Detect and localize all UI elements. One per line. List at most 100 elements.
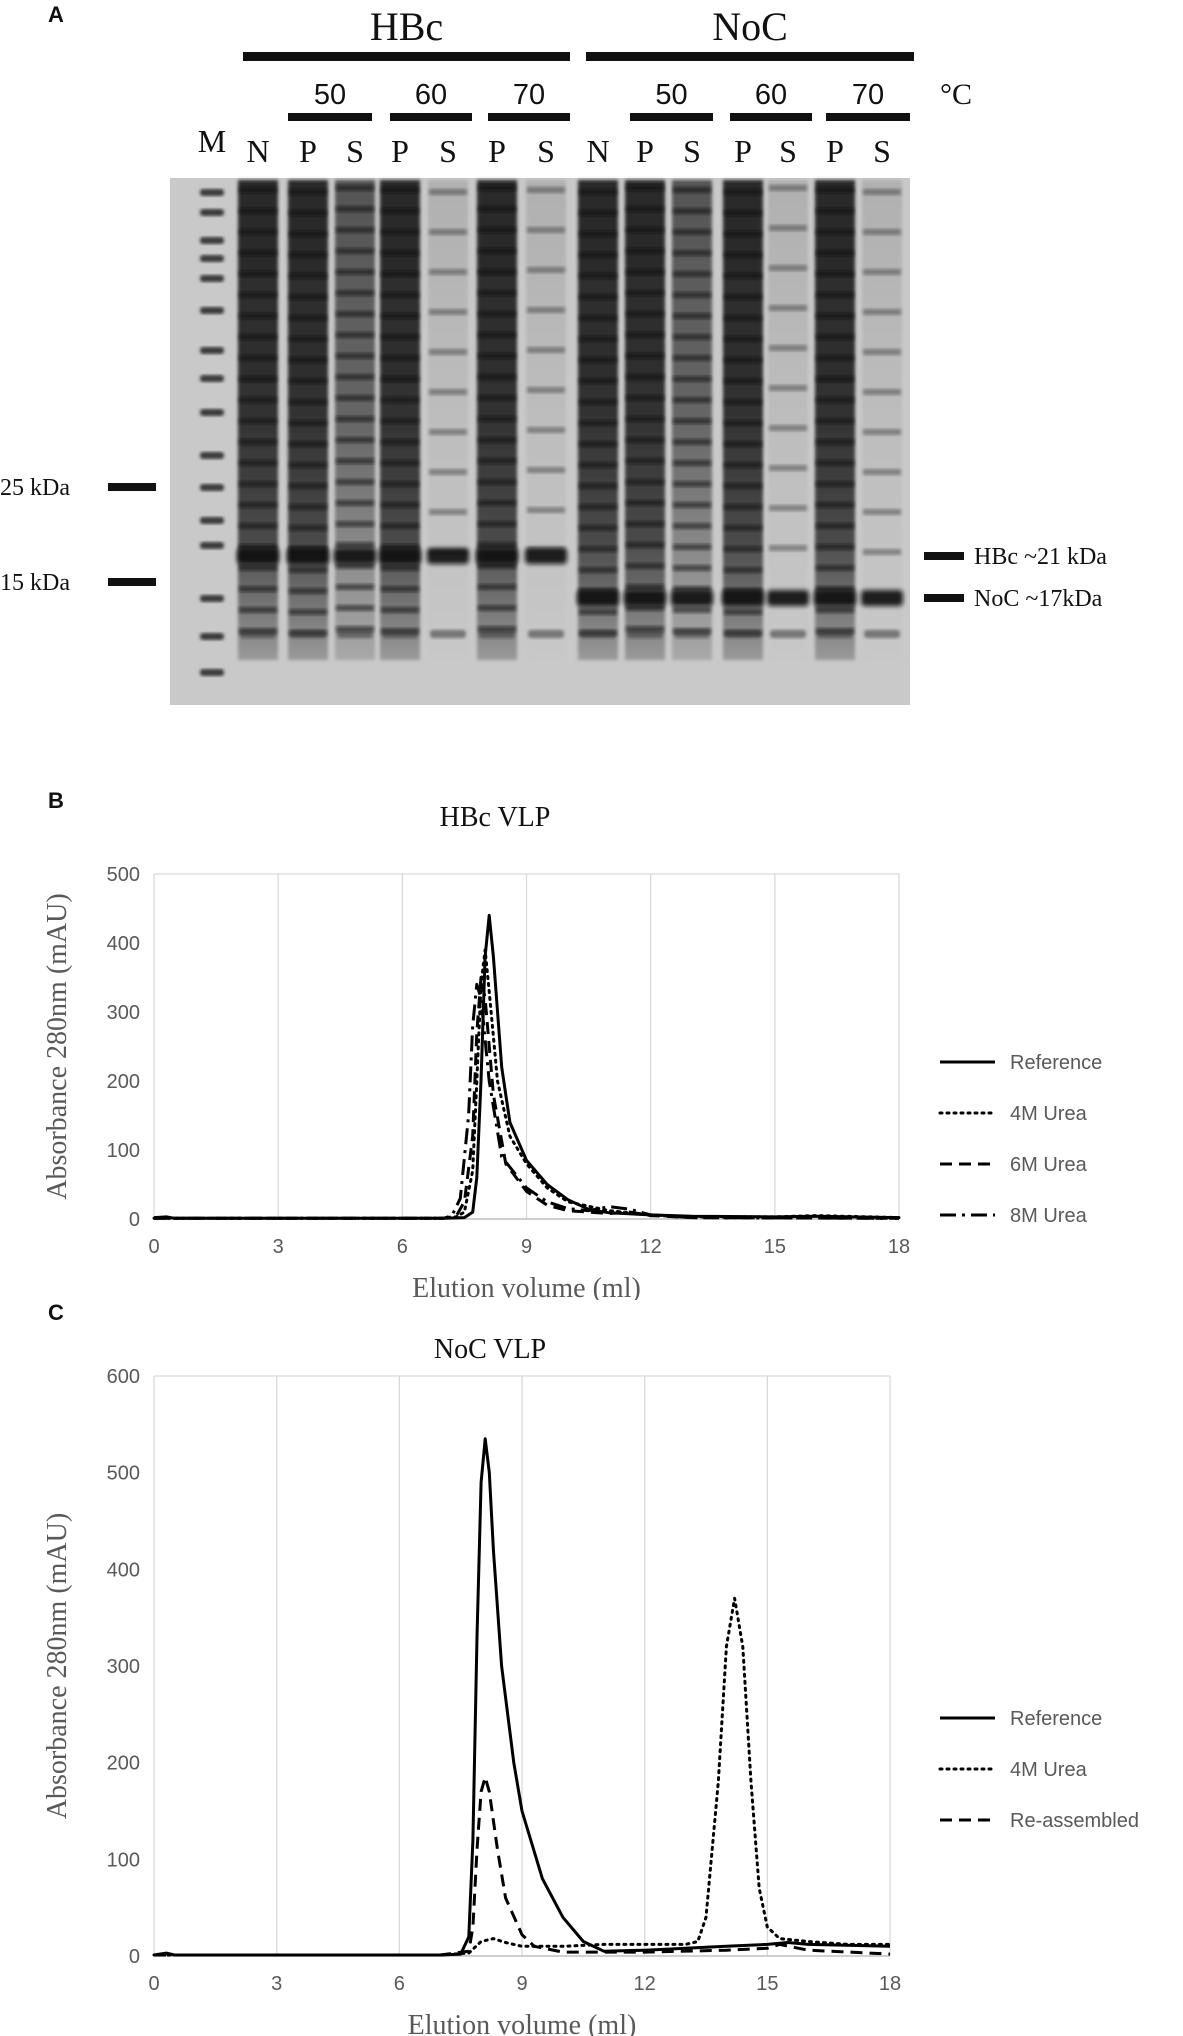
marker-band xyxy=(200,633,224,640)
protein-band xyxy=(816,418,854,424)
hbc-band xyxy=(334,548,376,564)
protein-band xyxy=(724,441,762,447)
marker-band xyxy=(200,275,224,282)
noc-band xyxy=(624,590,666,606)
noc-band xyxy=(671,590,713,606)
protein-band xyxy=(626,353,664,359)
protein-band xyxy=(336,584,374,590)
protein-band xyxy=(626,584,664,590)
protein-band xyxy=(478,605,516,611)
protein-band xyxy=(289,273,327,279)
marker-band xyxy=(200,484,224,491)
protein-band xyxy=(478,437,516,443)
legend-label: 6M Urea xyxy=(1010,1154,1088,1176)
protein-band xyxy=(478,332,516,338)
protein-band xyxy=(289,420,327,426)
protein-band xyxy=(381,439,419,445)
protein-band xyxy=(673,565,711,571)
protein-band xyxy=(381,187,419,193)
low-band xyxy=(479,630,515,638)
chart-title: NoC VLP xyxy=(434,1334,546,1365)
low-band xyxy=(430,630,466,638)
protein-band xyxy=(579,252,617,258)
marker-band xyxy=(200,375,224,382)
protein-band xyxy=(626,458,664,464)
protein-band xyxy=(769,305,807,311)
protein-band xyxy=(289,294,327,300)
protein-band xyxy=(239,313,277,319)
protein-band xyxy=(579,315,617,321)
protein-band xyxy=(724,210,762,216)
protein-band xyxy=(626,395,664,401)
protein-band xyxy=(863,469,901,475)
protein-band xyxy=(289,567,327,573)
protein-band xyxy=(429,469,467,475)
temperature-bar xyxy=(390,113,472,121)
marker-band xyxy=(200,542,224,549)
protein-band xyxy=(579,420,617,426)
y-tick-label: 400 xyxy=(107,933,140,955)
protein-band xyxy=(381,502,419,508)
protein-band xyxy=(336,290,374,296)
protein-band xyxy=(336,248,374,254)
temperature-bar xyxy=(630,113,713,121)
protein-band xyxy=(724,462,762,468)
protein-band xyxy=(381,208,419,214)
protein-band xyxy=(527,467,565,473)
protein-band xyxy=(626,605,664,611)
protein-band xyxy=(626,500,664,506)
protein-band xyxy=(289,483,327,489)
protein-band xyxy=(769,545,807,551)
protein-band xyxy=(579,609,617,615)
marker-band xyxy=(200,307,224,314)
protein-band xyxy=(724,315,762,321)
y-tick-label: 0 xyxy=(129,1946,140,1968)
hbc-band xyxy=(427,548,469,564)
y-tick-label: 200 xyxy=(107,1071,140,1093)
protein-band xyxy=(239,397,277,403)
protein-band xyxy=(626,479,664,485)
protein-band xyxy=(673,460,711,466)
marker-band xyxy=(200,189,224,196)
marker-band xyxy=(200,595,224,602)
protein-band xyxy=(381,523,419,529)
protein-band xyxy=(239,376,277,382)
protein-band xyxy=(527,507,565,513)
protein-band xyxy=(724,483,762,489)
protein-band xyxy=(381,334,419,340)
gel-lane xyxy=(428,180,468,660)
low-band xyxy=(337,630,373,638)
protein-band xyxy=(673,586,711,592)
series-line-4m-urea xyxy=(152,1596,892,1957)
temperature-bar xyxy=(488,113,570,121)
protein-band xyxy=(239,607,277,613)
protein-band xyxy=(863,229,901,235)
protein-band xyxy=(769,385,807,391)
panel-a-letter: A xyxy=(48,2,64,27)
protein-band xyxy=(336,458,374,464)
protein-band xyxy=(289,462,327,468)
protein-band xyxy=(381,229,419,235)
noc-band xyxy=(861,590,903,606)
low-band xyxy=(817,630,853,638)
protein-band xyxy=(673,355,711,361)
low-band xyxy=(382,630,418,638)
protein-band xyxy=(724,525,762,531)
group-bar xyxy=(586,52,914,61)
protein-band xyxy=(381,418,419,424)
temperature-bar xyxy=(826,113,910,121)
protein-band xyxy=(289,441,327,447)
x-tick-label: 18 xyxy=(888,1236,910,1258)
protein-band xyxy=(336,353,374,359)
y-tick-label: 600 xyxy=(107,1366,140,1388)
protein-band xyxy=(381,544,419,550)
protein-band xyxy=(673,544,711,550)
protein-band xyxy=(724,336,762,342)
protein-band xyxy=(478,416,516,422)
protein-band xyxy=(381,292,419,298)
series-line-4m-urea xyxy=(152,948,901,1220)
protein-band xyxy=(289,357,327,363)
protein-band xyxy=(673,250,711,256)
x-tick-label: 12 xyxy=(634,1973,656,1995)
